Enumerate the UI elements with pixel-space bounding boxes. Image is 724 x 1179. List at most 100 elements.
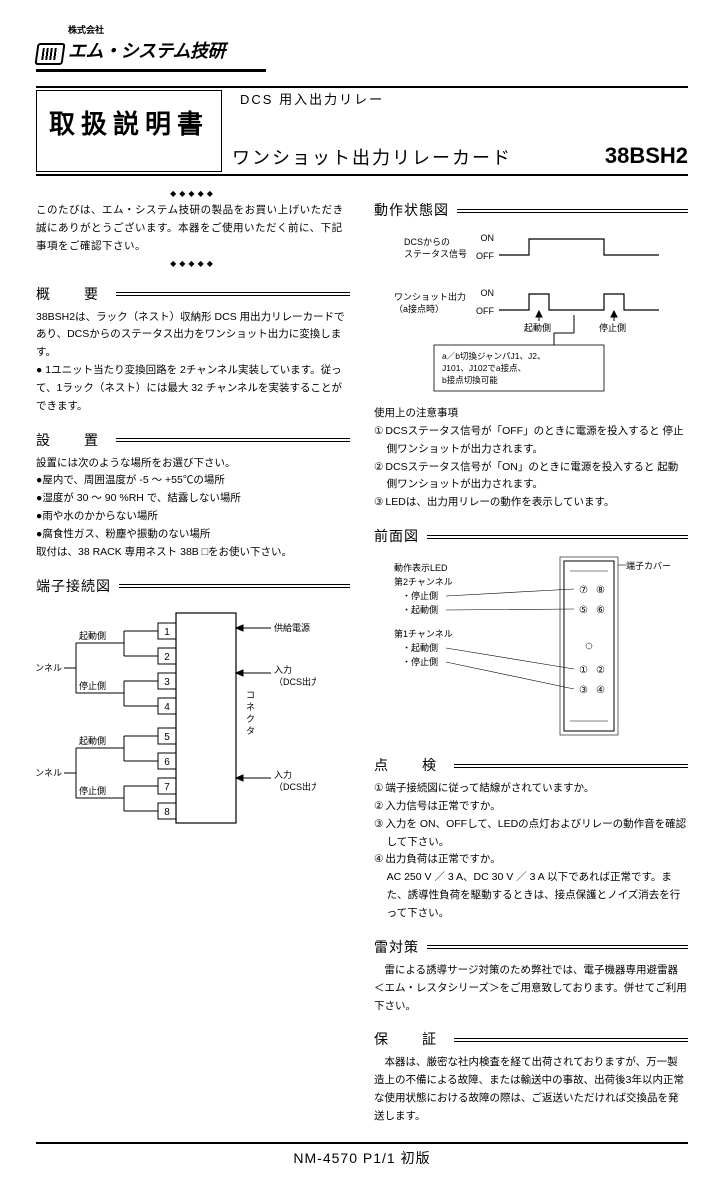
svg-text:3: 3 xyxy=(164,677,170,688)
operation-heading: 動作状態図 xyxy=(374,200,688,221)
svg-text:（a接点時）: （a接点時） xyxy=(394,303,444,314)
inspection-title: 点 検 xyxy=(374,755,446,776)
svg-text:ON: ON xyxy=(481,233,495,243)
svg-text:停止側: 停止側 xyxy=(79,680,106,691)
svg-text:コ: コ xyxy=(246,690,255,700)
lightning-title: 雷対策 xyxy=(374,937,419,958)
inspection-item: 入力信号は正常ですか。 xyxy=(374,798,688,816)
notes-title: 使用上の注意事項 xyxy=(374,405,688,423)
warranty-body: 本器は、厳密な社内検査を経て出荷されておりますが、万一製造上の不備による故障、ま… xyxy=(374,1054,688,1125)
logo-underline xyxy=(36,69,266,72)
install-heading: 設 置 xyxy=(36,430,350,451)
product-subtitle: ワンショット出力リレーカード xyxy=(232,145,512,172)
lightning-heading: 雷対策 xyxy=(374,937,688,958)
inspection-item: 入力を ON、OFFして、LEDの点灯およびリレーの動作音を確認して下さい。 xyxy=(374,816,688,852)
install-item: ●雨や水のかからない場所 xyxy=(36,508,350,526)
svg-text:・起動側: ・起動側 xyxy=(402,642,438,653)
svg-text:ク: ク xyxy=(246,714,255,724)
svg-text:第2チャンネル: 第2チャンネル xyxy=(36,767,62,778)
svg-text:4: 4 xyxy=(164,702,170,713)
svg-text:⑦: ⑦ xyxy=(579,585,588,596)
deco-bottom: ◆◆◆◆◆ xyxy=(36,258,350,270)
lightning-body: 雷による誘導サージ対策のため弊社では、電子機器専用避雷器＜エム・レスタシリーズ＞… xyxy=(374,962,688,1016)
svg-text:2: 2 xyxy=(164,652,170,663)
warranty-title: 保 証 xyxy=(374,1029,446,1050)
terminals-title: 端子接続図 xyxy=(36,576,111,597)
svg-text:OFF: OFF xyxy=(476,251,494,261)
terminal-diagram: 1 2 3 4 5 6 7 8 xyxy=(36,603,316,833)
overview-heading: 概 要 xyxy=(36,284,350,305)
svg-text:5: 5 xyxy=(164,732,170,743)
svg-text:起動側: 起動側 xyxy=(79,630,106,641)
front-panel-diagram: 動作表示LED 第2チャンネル ・停止側 ・起動側 第1チャンネル ・起動側 ・… xyxy=(374,551,688,741)
svg-text:・起動側: ・起動側 xyxy=(402,604,438,615)
inspection-item: 端子接続図に従って結線がされていますか。 xyxy=(374,780,688,798)
pin-num: 1 xyxy=(164,627,170,638)
inspection-item: 出力負荷は正常ですか。 AC 250 V ／ 3 A、DC 30 V ／ 3 A… xyxy=(374,851,688,922)
install-body: 設置には次のような場所をお選び下さい。 ●屋内で、周囲温度が -5 ～ +55℃… xyxy=(36,455,350,562)
svg-text:ON: ON xyxy=(481,288,495,298)
terminals-heading: 端子接続図 xyxy=(36,576,350,597)
svg-text:ワンショット出力: ワンショット出力 xyxy=(394,291,466,302)
svg-text:②: ② xyxy=(596,665,605,676)
svg-text:・停止側: ・停止側 xyxy=(402,590,438,601)
logo-mark-icon xyxy=(34,43,65,65)
svg-text:停止側: 停止側 xyxy=(79,785,106,796)
overview-body: 38BSH2は、ラック（ネスト）収納形 DCS 用出力リレーカードであり、DCS… xyxy=(36,309,350,416)
company-logo: 株式会社 エム・システム技研 xyxy=(36,24,688,65)
svg-text:6: 6 xyxy=(164,757,170,768)
svg-text:ステータス信号: ステータス信号 xyxy=(404,248,467,259)
right-column: 動作状態図 DCSからの ステータス信号 ON OFF ワンショット出力 （a接… xyxy=(374,186,688,1126)
svg-text:起動側: 起動側 xyxy=(524,322,551,333)
svg-text:停止側: 停止側 xyxy=(599,322,626,333)
header-rule xyxy=(36,86,688,88)
title-block: 取扱説明書 DCS 用入出力リレー ワンショット出力リレーカード 38BSH2 xyxy=(36,90,688,173)
svg-text:端子カバー: 端子カバー xyxy=(626,560,671,571)
svg-text:7: 7 xyxy=(164,782,170,793)
timing-diagram: DCSからの ステータス信号 ON OFF ワンショット出力 （a接点時） ON… xyxy=(374,225,688,405)
overview-title: 概 要 xyxy=(36,284,108,305)
svg-text:入力: 入力 xyxy=(274,664,292,675)
svg-text:④: ④ xyxy=(596,685,605,696)
operation-notes: 使用上の注意事項 DCSステータス信号が「OFF」のときに電源を投入すると 停止… xyxy=(374,405,688,512)
install-item: ●湿度が 30 ～ 90 %RH で、結露しない場所 xyxy=(36,490,350,508)
inspection-heading: 点 検 xyxy=(374,755,688,776)
svg-text:第1チャンネル: 第1チャンネル xyxy=(394,628,453,639)
install-item: ●腐食性ガス、粉塵や振動のない場所 xyxy=(36,526,350,544)
svg-text:⑥: ⑥ xyxy=(596,605,605,616)
svg-text:タ: タ xyxy=(246,726,255,736)
left-column: ◆◆◆◆◆ このたびは、エム・システム技研の製品をお買い上げいただき誠にありがと… xyxy=(36,186,350,1126)
install-lead: 設置には次のような場所をお選び下さい。 xyxy=(36,455,350,473)
operation-note-item: DCSステータス信号が「OFF」のときに電源を投入すると 停止側ワンショットが出… xyxy=(374,423,688,459)
svg-text:⑧: ⑧ xyxy=(596,585,605,596)
svg-text:・停止側: ・停止側 xyxy=(402,656,438,667)
install-note: 取付は、38 RACK 専用ネスト 38B □をお使い下さい。 xyxy=(36,544,350,562)
svg-text:起動側: 起動側 xyxy=(79,735,106,746)
front-heading: 前面図 xyxy=(374,526,688,547)
svg-text:OFF: OFF xyxy=(476,306,494,316)
svg-text:供給電源: 供給電源 xyxy=(274,622,310,633)
operation-note-item: DCSステータス信号が「ON」のときに電源を投入すると 起動側ワンショットが出力… xyxy=(374,459,688,495)
svg-text:⑤: ⑤ xyxy=(579,605,588,616)
inspection-body: 端子接続図に従って結線がされていますか。 入力信号は正常ですか。 入力を ON、… xyxy=(374,780,688,923)
install-item: ●屋内で、周囲温度が -5 ～ +55℃の場所 xyxy=(36,472,350,490)
warranty-heading: 保 証 xyxy=(374,1029,688,1050)
front-title: 前面図 xyxy=(374,526,419,547)
operation-title: 動作状態図 xyxy=(374,200,449,221)
svg-text:第2チャンネル: 第2チャンネル xyxy=(394,576,453,587)
footer-text: NM-4570 P1/1 初版 xyxy=(36,1144,688,1169)
logo-small-text: 株式会社 xyxy=(68,24,225,38)
svg-text:DCSからの: DCSからの xyxy=(404,237,450,247)
svg-text:③: ③ xyxy=(579,685,588,696)
svg-text:a／b切換ジャンパJ1、J2、: a／b切換ジャンパJ1、J2、 xyxy=(442,351,546,361)
product-category: DCS 用入出力リレー xyxy=(232,90,688,110)
svg-text:第1チャンネル: 第1チャンネル xyxy=(36,662,62,673)
svg-text:J101、J102でa接点、: J101、J102でa接点、 xyxy=(442,363,526,373)
svg-text:入力: 入力 xyxy=(274,769,292,780)
svg-text:ネ: ネ xyxy=(246,702,255,712)
operation-note-item: LEDは、出力用リレーの動作を表示しています。 xyxy=(374,494,688,512)
intro-text: このたびは、エム・システム技研の製品をお買い上げいただき誠にありがとうございます… xyxy=(36,202,350,256)
svg-text:動作表示LED: 動作表示LED xyxy=(394,562,448,573)
logo-main-text: エム・システム技研 xyxy=(68,38,225,65)
svg-text:b接点切換可能: b接点切換可能 xyxy=(442,375,498,385)
